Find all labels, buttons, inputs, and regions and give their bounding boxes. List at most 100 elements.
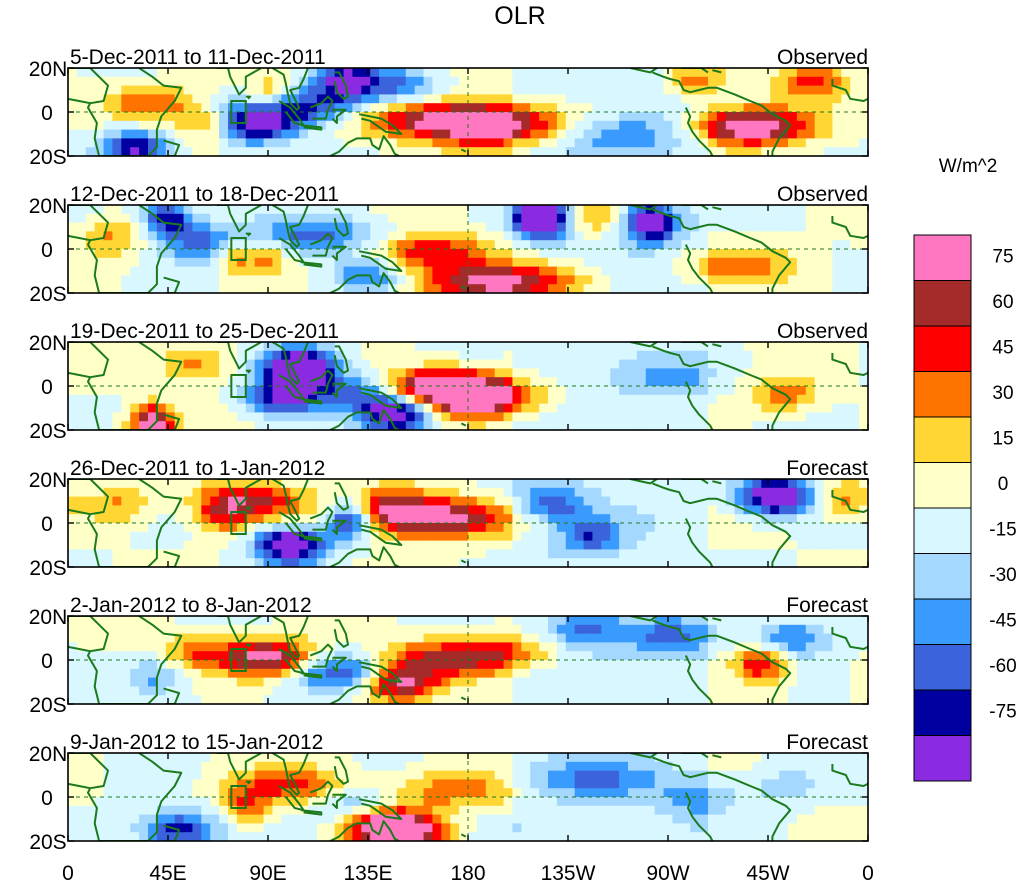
olr-cell (743, 549, 754, 559)
olr-cell (192, 377, 202, 387)
olr-cell (601, 479, 611, 489)
olr-cell (245, 275, 256, 285)
olr-cell (103, 421, 114, 430)
olr-cell (494, 284, 505, 293)
olr-cell (85, 76, 96, 87)
olr-cell (645, 624, 656, 635)
olr-cell (512, 616, 522, 626)
olr-cell (832, 549, 842, 559)
olr-cell (165, 514, 176, 524)
olr-cell (512, 76, 522, 87)
olr-cell (485, 359, 496, 369)
olr-cell (814, 505, 825, 515)
olr-cell (236, 642, 247, 652)
olr-cell (130, 479, 140, 489)
olr-cell (485, 677, 496, 687)
olr-cell (272, 394, 282, 405)
olr-cell (770, 342, 780, 352)
olr-cell (761, 505, 771, 515)
olr-cell (788, 479, 798, 489)
olr-cell (68, 76, 78, 87)
olr-cell (254, 257, 265, 268)
olr-cell (734, 138, 745, 148)
olr-cell (841, 249, 851, 259)
olr-cell (672, 523, 682, 533)
olr-cell (699, 386, 709, 396)
olr-cell (85, 770, 96, 780)
olr-cell (228, 514, 238, 524)
olr-cell (156, 753, 167, 763)
olr-cell (361, 642, 371, 652)
olr-cell (610, 496, 620, 506)
olr-cell (103, 76, 114, 87)
olr-cell (556, 531, 567, 542)
olr-cell (699, 540, 709, 550)
olr-cell (165, 761, 176, 772)
olr-cell (672, 112, 682, 122)
olr-cell (414, 540, 425, 550)
olr-cell (388, 240, 398, 250)
olr-cell (725, 549, 736, 559)
olr-cell (832, 412, 842, 422)
olr-cell (272, 76, 282, 87)
olr-cell (850, 677, 860, 687)
olr-cell (414, 138, 425, 148)
olr-cell (699, 531, 709, 542)
olr-cell (68, 257, 78, 268)
olr-cell (236, 531, 247, 542)
olr-cell (370, 421, 380, 430)
olr-cell (192, 686, 202, 696)
olr-cell (76, 788, 87, 798)
olr-cell (228, 205, 238, 215)
olr-cell (325, 222, 336, 232)
olr-cell (441, 368, 451, 378)
olr-cell (645, 350, 656, 361)
olr-cell (663, 112, 674, 122)
olr-cell (68, 249, 78, 259)
olr-cell (556, 368, 567, 378)
olr-cell (485, 103, 496, 113)
olr-cell (788, 266, 798, 276)
olr-cell (539, 479, 549, 489)
olr-cell (343, 76, 354, 87)
olr-cell (512, 394, 522, 405)
olr-cell (761, 222, 771, 232)
olr-cell (734, 642, 745, 652)
olr-cell (334, 412, 345, 422)
olr-cell (583, 205, 594, 215)
olr-cell (174, 368, 185, 378)
olr-cell (752, 558, 762, 567)
olr-cell (316, 677, 327, 687)
olr-cell (103, 668, 114, 679)
olr-cell (121, 660, 131, 670)
olr-cell (770, 514, 780, 524)
olr-cell (556, 616, 567, 626)
olr-cell (192, 120, 202, 131)
olr-cell (592, 412, 602, 422)
olr-cell (183, 558, 194, 567)
olr-cell (583, 342, 594, 352)
olr-cell (716, 487, 727, 498)
coastline (331, 108, 347, 124)
olr-cell (459, 377, 469, 387)
olr-cell (556, 94, 567, 104)
olr-cell (636, 68, 647, 78)
olr-cell (716, 120, 727, 131)
olr-cell (761, 231, 771, 241)
olr-cell (94, 249, 105, 259)
olr-cell (148, 788, 158, 798)
olr-cell (841, 394, 851, 405)
olr-cell (556, 514, 567, 524)
coastline (712, 69, 722, 74)
olr-cell (708, 660, 718, 670)
olr-cell (601, 523, 611, 533)
olr-cell (272, 284, 282, 293)
olr-cell (592, 523, 602, 533)
olr-cell (130, 651, 140, 661)
olr-cell (299, 231, 309, 241)
olr-cell (761, 549, 771, 559)
olr-cell (94, 540, 105, 550)
olr-cell (645, 514, 656, 524)
olr-cell (699, 266, 709, 276)
olr-cell (441, 359, 451, 369)
